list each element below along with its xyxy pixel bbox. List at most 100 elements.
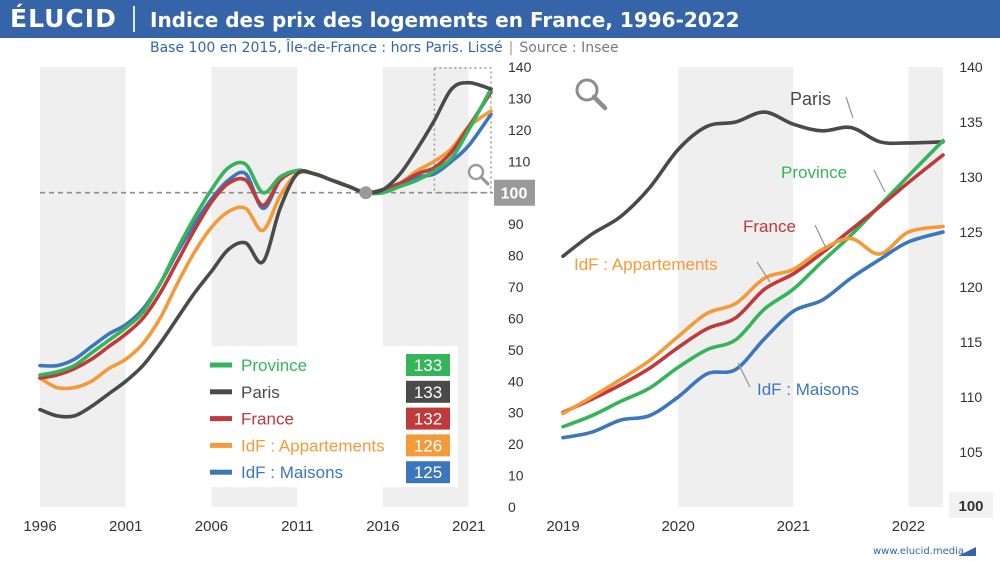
series-label-leader — [814, 224, 827, 249]
series-label-idf-maisons: IdF : Maisons — [757, 380, 859, 399]
logo-divider — [133, 6, 135, 32]
legend-value: 132 — [414, 410, 442, 429]
y-tick-label: 20 — [508, 436, 524, 452]
series-label-leader — [737, 362, 751, 388]
year-band — [908, 67, 943, 507]
legend-swatch — [210, 469, 232, 475]
legend-label: Paris — [241, 383, 280, 402]
legend-value-badge — [406, 407, 450, 430]
year-band — [793, 67, 909, 507]
y-tick-label: 40 — [508, 373, 524, 389]
legend-value-badge — [406, 434, 450, 457]
x-tick-label: 2021 — [777, 518, 810, 535]
zoom-region-box — [433, 67, 492, 194]
y-tick-label: 10 — [508, 468, 524, 484]
series-line-france — [38, 90, 493, 380]
y-tick-label: 100 — [958, 498, 983, 515]
legend-label: France — [241, 410, 294, 429]
series-line-idf-appartements — [561, 224, 945, 416]
legend-swatch — [210, 442, 232, 448]
magnifier-lens — [575, 78, 599, 102]
reference-badge — [494, 179, 535, 206]
x-tick-label: 2006 — [195, 518, 228, 535]
y-tick-label: 60 — [508, 310, 524, 326]
y-tick-label: 70 — [508, 279, 524, 295]
legend-value: 133 — [414, 383, 442, 402]
y-tick-label: 140 — [508, 59, 532, 75]
magnifier-handle — [479, 175, 490, 186]
x-tick-label: 2016 — [366, 518, 399, 535]
chart-legend: Province 133 Paris 133 France 132 IdF : Appart… — [197, 346, 458, 487]
x-tick-label: 2001 — [109, 518, 142, 535]
legend-value: 133 — [414, 356, 442, 375]
series-label-idf-appartements: IdF : Appartements — [574, 255, 718, 274]
series-line-france — [561, 153, 945, 415]
series-line-province — [38, 87, 493, 377]
y-tick-label: 80 — [508, 248, 524, 264]
footer-logo-mark — [958, 547, 976, 556]
y-tick-label: 110 — [960, 389, 983, 405]
y-tick-label: 105 — [959, 444, 983, 460]
x-tick-label: 2019 — [546, 518, 579, 535]
year-band — [563, 67, 679, 507]
series-line-idf-appartements — [38, 109, 493, 391]
legend-swatch — [210, 389, 232, 395]
y-tick-label: 110 — [508, 153, 531, 169]
legend-value-badge — [406, 380, 450, 403]
series-label-province: Province — [781, 163, 847, 182]
legend-value-badge — [406, 354, 450, 376]
x-tick-label: 2022 — [892, 518, 925, 535]
y-tick-label: 135 — [959, 114, 983, 130]
header-bar: ÉLUCID Indice des prix des logements en … — [0, 0, 1000, 38]
magnifier-icon — [575, 78, 608, 111]
legend-swatch — [210, 362, 232, 368]
source-text: Source : Insee — [519, 40, 619, 56]
y-tick-label: 50 — [508, 342, 524, 358]
magnifier-lens — [467, 163, 485, 181]
logo: ÉLUCID — [10, 4, 117, 33]
series-line-idf-maisons — [561, 230, 945, 440]
series-line-paris — [561, 110, 945, 258]
x-tick-label: 2020 — [661, 518, 694, 535]
legend-value-badge — [406, 461, 450, 484]
x-tick-label: 2011 — [281, 518, 313, 535]
legend-label: IdF : Appartements — [241, 436, 385, 455]
y-tick-label: 120 — [508, 122, 532, 138]
x-tick-label: 2021 — [452, 518, 485, 535]
series-label-paris: Paris — [790, 89, 831, 109]
left-chart: 1996 2001 2006 2011 2016 2021 0 10 20 30 40 50 60 70 8… — [23, 59, 535, 535]
legend-value: 125 — [414, 463, 442, 482]
magnifier-icon — [467, 163, 490, 186]
series-line-idf-maisons — [38, 112, 493, 368]
chart-subtitle: Base 100 en 2015, Île-de-France : hors P… — [150, 40, 619, 56]
y-tick-label: 90 — [508, 216, 524, 232]
legend-label: IdF : Maisons — [241, 463, 343, 482]
y-tick-label: 130 — [959, 169, 983, 185]
y-base-badge — [949, 492, 993, 518]
year-band — [40, 67, 126, 507]
y-tick-label: 120 — [959, 279, 983, 295]
subtitle-separator: | — [508, 40, 514, 56]
magnifier-handle — [591, 94, 608, 111]
series-label-leader — [756, 261, 771, 283]
y-tick-label: 0 — [508, 499, 516, 515]
footer-url[interactable]: www.elucid.media — [872, 546, 964, 557]
legend-swatch — [210, 416, 232, 422]
year-band — [678, 67, 794, 507]
reference-label: 100 — [501, 186, 528, 203]
subtitle-text: Base 100 en 2015, Île-de-France : hors P… — [150, 40, 503, 56]
x-tick-label: 1996 — [23, 518, 56, 535]
series-line-paris — [38, 80, 493, 419]
series-label-leader — [873, 169, 886, 193]
series-label-france: France — [743, 217, 796, 236]
series-label-leader — [845, 96, 854, 119]
page-title: Indice des prix des logements en France,… — [150, 8, 740, 32]
year-band — [468, 67, 491, 507]
y-tick-label: 125 — [959, 224, 983, 240]
right-chart: 2019 2020 2021 2022 100 105 110 115 120 125 130 135… — [546, 59, 993, 535]
y-tick-label: 130 — [508, 90, 532, 106]
base-year-marker — [359, 186, 373, 200]
legend-label: Province — [241, 356, 307, 375]
y-tick-label: 140 — [959, 59, 983, 75]
